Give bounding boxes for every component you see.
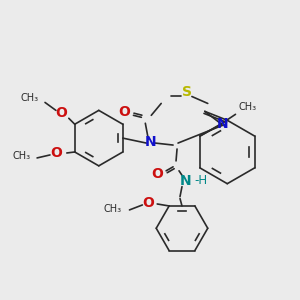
Text: O: O <box>142 196 154 210</box>
Text: N: N <box>217 117 228 131</box>
Text: O: O <box>151 167 163 181</box>
Text: -H: -H <box>195 174 208 187</box>
Text: CH₃: CH₃ <box>12 151 30 161</box>
Text: CH₃: CH₃ <box>238 102 256 112</box>
Text: O: O <box>55 106 67 120</box>
Text: S: S <box>182 85 192 98</box>
Text: CH₃: CH₃ <box>21 94 39 103</box>
Text: O: O <box>118 105 130 119</box>
Text: N: N <box>180 174 192 188</box>
Text: N: N <box>145 135 156 149</box>
Text: CH₃: CH₃ <box>103 204 122 214</box>
Text: O: O <box>50 146 62 160</box>
